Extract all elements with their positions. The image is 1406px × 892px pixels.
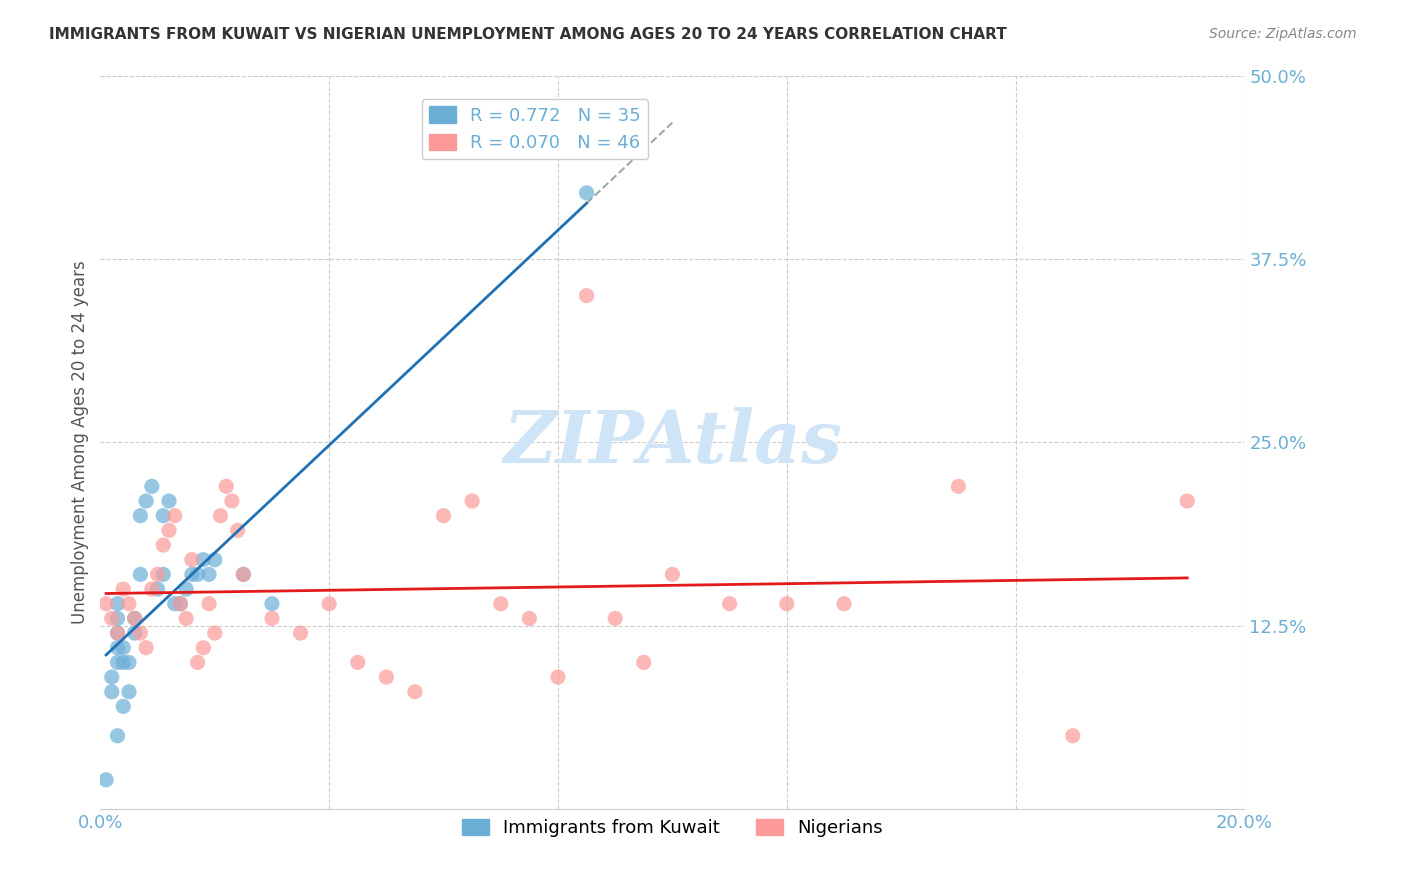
Nigerians [180,552,202,566]
Nigerians [404,685,426,699]
Nigerians [776,597,799,611]
Nigerians [461,494,484,508]
Nigerians [346,656,368,670]
Nigerians [94,597,117,611]
Immigrants from Kuwait [107,611,129,625]
Nigerians [375,670,398,684]
Nigerians [221,494,243,508]
Nigerians [198,597,221,611]
Nigerians [124,611,146,625]
Nigerians [187,656,209,670]
Nigerians [152,538,174,552]
Nigerians [290,626,312,640]
Immigrants from Kuwait [124,626,146,640]
Immigrants from Kuwait [174,582,197,596]
Nigerians [432,508,454,523]
Nigerians [169,597,191,611]
Nigerians [318,597,340,611]
Nigerians [209,508,232,523]
Immigrants from Kuwait [232,567,254,582]
Nigerians [112,582,135,596]
Nigerians [129,626,152,640]
Nigerians [661,567,683,582]
Immigrants from Kuwait [180,567,202,582]
Immigrants from Kuwait [112,699,135,714]
Nigerians [489,597,512,611]
Immigrants from Kuwait [101,670,124,684]
Nigerians [1175,494,1198,508]
Legend: Immigrants from Kuwait, Nigerians: Immigrants from Kuwait, Nigerians [454,812,890,844]
Immigrants from Kuwait [107,640,129,655]
Immigrants from Kuwait [118,656,141,670]
Nigerians [146,567,169,582]
Immigrants from Kuwait [112,640,135,655]
Nigerians [605,611,627,625]
Immigrants from Kuwait [107,597,129,611]
Nigerians [193,640,215,655]
Immigrants from Kuwait [193,552,215,566]
Immigrants from Kuwait [157,494,180,508]
Nigerians [163,508,186,523]
Immigrants from Kuwait [260,597,283,611]
Immigrants from Kuwait [94,772,117,787]
Immigrants from Kuwait [107,729,129,743]
Nigerians [226,524,249,538]
Y-axis label: Unemployment Among Ages 20 to 24 years: Unemployment Among Ages 20 to 24 years [72,260,89,624]
Immigrants from Kuwait [129,508,152,523]
Nigerians [519,611,541,625]
Immigrants from Kuwait [169,597,191,611]
Nigerians [575,288,598,302]
Nigerians [832,597,855,611]
Text: ZIPAtlas: ZIPAtlas [503,407,842,478]
Nigerians [174,611,197,625]
Nigerians [157,524,180,538]
Immigrants from Kuwait [101,685,124,699]
Immigrants from Kuwait [107,626,129,640]
Immigrants from Kuwait [141,479,163,493]
Nigerians [101,611,124,625]
Nigerians [718,597,741,611]
Immigrants from Kuwait [129,567,152,582]
Nigerians [135,640,157,655]
Nigerians [547,670,569,684]
Nigerians [215,479,238,493]
Immigrants from Kuwait [146,582,169,596]
Immigrants from Kuwait [124,611,146,625]
Immigrants from Kuwait [152,508,174,523]
Nigerians [232,567,254,582]
Nigerians [1062,729,1084,743]
Nigerians [204,626,226,640]
Immigrants from Kuwait [187,567,209,582]
Nigerians [260,611,283,625]
Nigerians [118,597,141,611]
Immigrants from Kuwait [204,552,226,566]
Immigrants from Kuwait [107,656,129,670]
Immigrants from Kuwait [112,656,135,670]
Immigrants from Kuwait [135,494,157,508]
Nigerians [948,479,970,493]
Immigrants from Kuwait [152,567,174,582]
Nigerians [107,626,129,640]
Nigerians [141,582,163,596]
Immigrants from Kuwait [198,567,221,582]
Immigrants from Kuwait [575,186,598,200]
Text: IMMIGRANTS FROM KUWAIT VS NIGERIAN UNEMPLOYMENT AMONG AGES 20 TO 24 YEARS CORREL: IMMIGRANTS FROM KUWAIT VS NIGERIAN UNEMP… [49,27,1007,42]
Text: Source: ZipAtlas.com: Source: ZipAtlas.com [1209,27,1357,41]
Immigrants from Kuwait [118,685,141,699]
Nigerians [633,656,655,670]
Immigrants from Kuwait [163,597,186,611]
